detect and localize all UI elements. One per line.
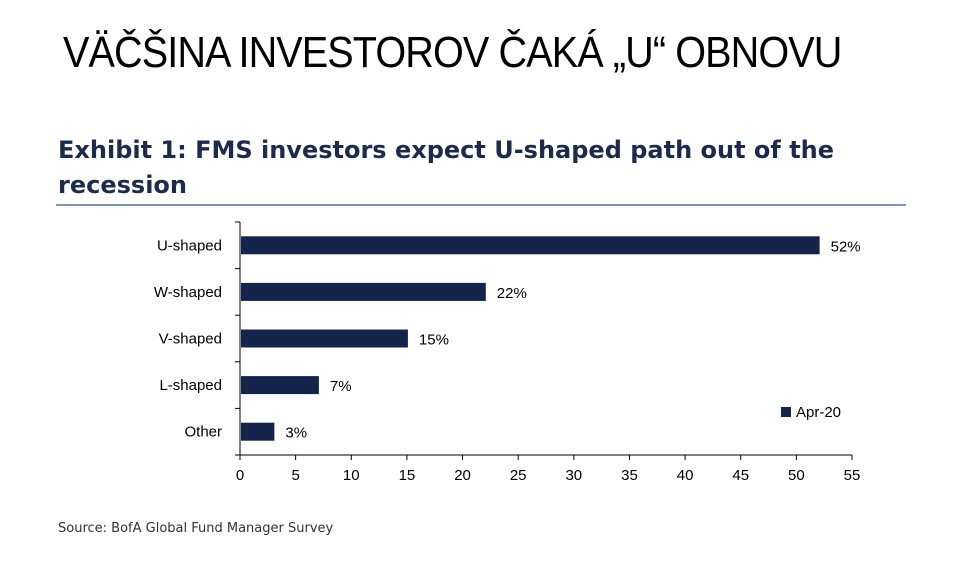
data-label: 3% (285, 425, 307, 442)
category-label: U-shaped (157, 237, 222, 254)
x-tick-label: 20 (454, 467, 471, 484)
category-label: W-shaped (154, 284, 222, 301)
slide-title: VÄČŠINA INVESTOROV ČAKÁ „U“ OBNOVU (63, 28, 842, 77)
source-note: Source: BofA Global Fund Manager Survey (58, 521, 334, 536)
category-label: V-shaped (159, 331, 222, 348)
x-tick-label: 15 (399, 467, 416, 484)
data-label: 7% (330, 378, 352, 395)
data-label: 15% (419, 332, 449, 349)
x-tick-label: 5 (291, 467, 299, 484)
category-label: L-shaped (159, 377, 222, 394)
bar (241, 236, 820, 255)
title-divider (56, 204, 906, 206)
x-tick-label: 30 (565, 467, 582, 484)
data-label: 52% (831, 238, 861, 255)
exhibit-title: Exhibit 1: FMS investors expect U-shaped… (58, 136, 835, 199)
category-label: Other (184, 424, 222, 441)
x-tick-label: 0 (236, 467, 244, 484)
x-tick-label: 25 (510, 467, 527, 484)
bar (241, 282, 486, 301)
x-tick-label: 35 (621, 467, 638, 484)
legend-swatch (781, 407, 791, 417)
bar (241, 376, 319, 395)
data-label: 22% (497, 285, 527, 302)
x-tick-label: 10 (343, 467, 360, 484)
x-tick-label: 45 (732, 467, 749, 484)
legend-label: Apr-20 (796, 404, 841, 421)
bar (241, 329, 408, 348)
bar (241, 422, 275, 441)
x-tick-label: 55 (844, 467, 861, 484)
x-tick-label: 50 (788, 467, 805, 484)
x-tick-label: 40 (677, 467, 694, 484)
